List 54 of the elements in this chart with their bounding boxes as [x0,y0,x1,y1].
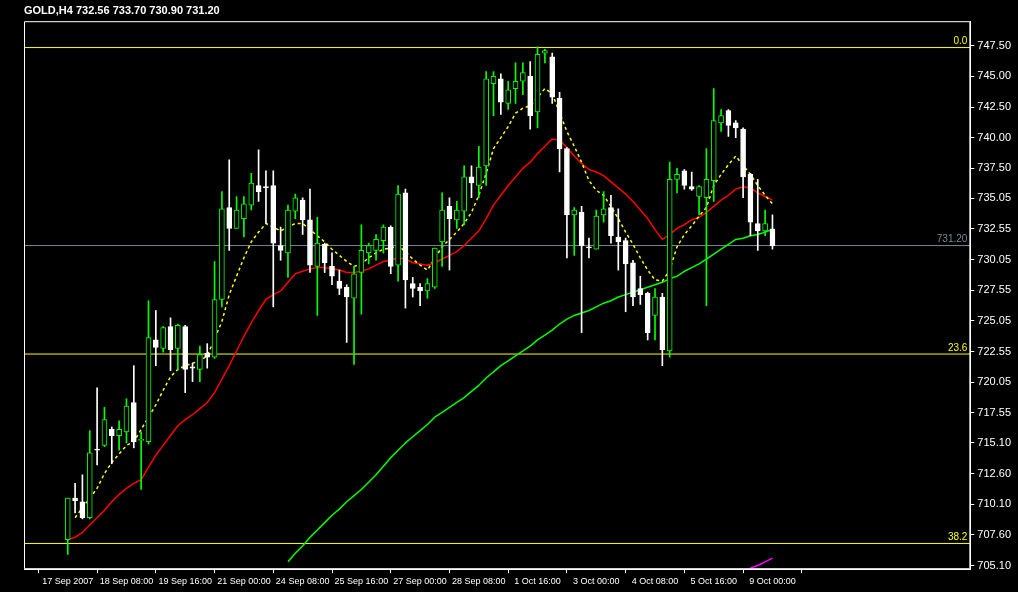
y-tick-label: 735.05 [977,191,1012,204]
x-tick-label: 18 Sep 08:00 [99,576,154,587]
x-tick-label: 5 Oct 16:00 [690,576,737,587]
line-series [74,87,774,519]
y-tick-label: 730.05 [977,252,1012,265]
annotation: 0.0 [953,35,968,47]
candlestick [314,217,321,316]
x-tick-label: 17 Sep 2007 [42,576,94,587]
x-tick-label: 21 Sep 00:00 [217,576,271,587]
candlestick [94,387,100,466]
candlestick [674,167,680,194]
candlestick [637,275,644,305]
x-tick-label: 28 Sep 08:00 [452,576,506,587]
y-tick-label: 720.05 [977,375,1012,388]
x-tick-label: 25 Sep 16:00 [334,576,389,587]
y-tick-label: 725.05 [977,313,1012,326]
candlestick [116,420,122,451]
candlestick [226,159,233,251]
y-tick-label: 742.50 [977,100,1012,113]
candlestick [615,208,622,271]
y-tick-label: 737.50 [977,161,1012,174]
x-tick-label: 24 Sep 08:00 [275,576,330,587]
x-tick-label: 3 Oct 00:00 [573,576,620,587]
y-tick-label: 727.55 [977,283,1012,296]
x-tick-label: 4 Oct 08:00 [631,576,679,587]
y-tick-label: 732.55 [977,222,1012,235]
candlestick [108,426,115,465]
y-tick-label: 707.60 [977,527,1012,540]
candlestick [153,310,159,367]
y-tick-label: 705.10 [977,558,1012,571]
candlestick [571,207,578,256]
annotation: 23.6 [947,341,968,353]
ref-line-label: 731.20 [936,233,968,245]
candlestick [586,237,592,259]
y-tick-label: 715.10 [977,435,1012,448]
x-tick-label: 19 Sep 16:00 [158,576,212,587]
candlestick [754,179,761,251]
chart-title: GOLD,H4 732.56 733.70 730.90 731.20 [24,3,220,16]
candlestick [263,170,269,224]
y-tick-label: 712.60 [977,466,1012,479]
candlestick [343,284,350,343]
y-tick-label: 740.00 [977,130,1012,143]
y-tick-label: 745.00 [977,69,1012,82]
y-tick-label: 710.10 [977,497,1012,510]
y-tick-label: 747.50 [977,38,1012,51]
x-tick-label: 1 Oct 16:00 [514,576,561,587]
candlestick [688,171,695,191]
candlestick [542,49,548,64]
y-tick-label: 722.55 [977,344,1012,357]
candlestick [72,483,78,514]
annotation: 38.2 [947,531,968,543]
x-tick-label: 27 Sep 00:00 [393,576,447,587]
x-tick-label: 9 Oct 00:00 [749,576,796,587]
y-tick-label: 717.55 [977,405,1012,418]
